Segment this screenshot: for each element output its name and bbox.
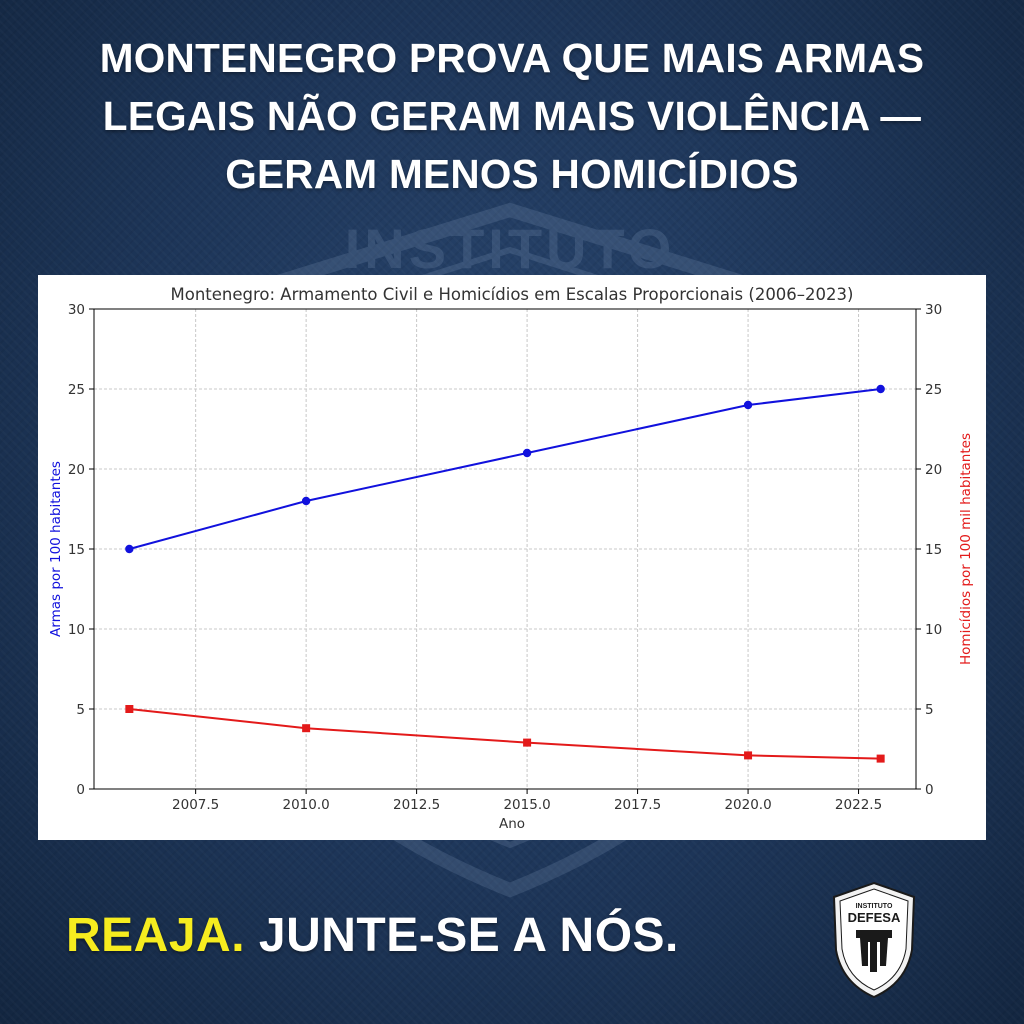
series-1-marker [125,544,134,554]
series-line-2 [129,708,881,760]
chart-panel: Montenegro: Armamento Civil e Homicídios… [38,275,986,840]
y-right-tick-label: 25 [925,382,942,398]
series-2-marker [744,751,753,760]
pistol-icon [856,930,892,972]
headline: MONTENEGRO PROVA QUE MAIS ARMAS LEGAIS N… [99,35,925,197]
y-left-tick-label: 20 [68,462,85,478]
y-right-tick-label: 5 [925,702,934,718]
y-left-tick-label: 10 [68,622,85,638]
defesa-logo-icon: INSTITUTO DEFESA [832,881,916,999]
series-layer [125,384,885,763]
x-axis-label: Ano [499,816,525,832]
cta-accent: REAJA. [66,909,246,962]
series-1-marker [522,448,532,458]
x-tick-label: 2015.0 [503,797,550,813]
x-tick-label: 2020.0 [724,797,771,813]
y-right-tick-label: 15 [925,542,942,558]
y-right-tick-label: 20 [925,462,942,478]
watermark-text: INSTITUTO [345,217,676,280]
y-left-tick-label: 0 [76,782,85,798]
y-axis-left-label: Armas por 100 habitantes [48,461,64,637]
y-axis-right-label: Homicídios por 100 mil habitantes [958,433,974,665]
series-1-marker [743,400,753,410]
series-2-marker [523,738,532,747]
y-left-tick-label: 25 [68,382,85,398]
x-tick-label: 2010.0 [283,797,330,813]
series-2-marker [125,705,134,713]
x-tick-label: 2007.5 [172,797,219,813]
line-chart: Montenegro: Armamento Civil e Homicídios… [48,285,974,832]
grid-layer [94,308,916,790]
pistol-grip-icon-2 [880,938,888,966]
y-right-tick-label: 0 [925,782,934,798]
tick-layer: 2007.5 2010.0 2012.5 2015.0 2017.5 2020.0 2022… [68,302,942,813]
logo-main-text: DEFESA [848,910,901,925]
y-left-tick-label: 15 [68,542,85,558]
cta-text: JUNTE-SE A NÓS. [258,909,679,962]
pistol-grip-icon [860,938,868,966]
x-tick-label: 2012.5 [393,797,440,813]
series-2-marker [302,724,311,733]
y-right-tick-label: 30 [925,302,942,318]
logo-top-text: INSTITUTO [856,903,893,910]
y-left-tick-label: 30 [68,302,85,318]
series-2-marker [876,754,885,763]
series-1-marker [876,384,885,394]
y-right-tick-label: 10 [925,622,942,638]
series-1-marker [301,496,311,506]
chart-title: Montenegro: Armamento Civil e Homicídios… [171,285,854,304]
x-tick-label: 2017.5 [614,797,661,813]
call-to-action: REAJA. JUNTE-SE A NÓS. [66,908,679,963]
y-left-tick-label: 5 [76,702,85,718]
x-tick-label: 2022.5 [835,797,882,813]
